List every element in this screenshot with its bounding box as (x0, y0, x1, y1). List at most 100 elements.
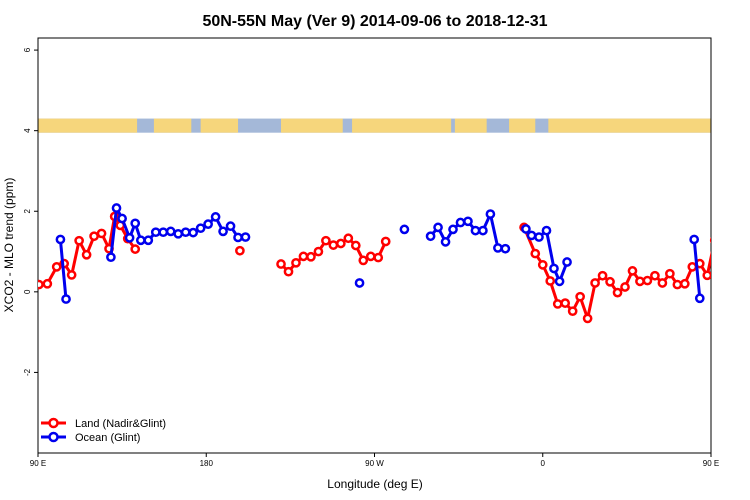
land-point (620, 282, 630, 292)
legend-label-ocean: Ocean (Glint) (75, 432, 140, 444)
x-axis-label: Longitude (deg E) (327, 477, 422, 491)
land-point (530, 248, 541, 259)
ocean-point (493, 243, 503, 253)
ocean-point (433, 222, 443, 233)
ocean-point (541, 225, 552, 236)
ocean-point (225, 221, 236, 232)
land-point (657, 278, 668, 288)
land-point (567, 306, 578, 317)
land-point (38, 279, 44, 290)
ocean-point (485, 209, 496, 219)
ocean-point (526, 230, 537, 241)
land-point (612, 287, 623, 298)
x-tick-label: 90 E (703, 459, 719, 468)
ocean-point (470, 225, 481, 236)
ocean-point (554, 276, 565, 287)
land-point (350, 240, 361, 251)
land-point (741, 245, 748, 252)
land-point (726, 233, 733, 240)
chart-title: 50N-55N May (Ver 9) 2014-09-06 to 2018-1… (202, 13, 547, 30)
x-tick-label: 90 E (30, 459, 46, 468)
land-point (702, 270, 711, 281)
land-point (96, 228, 107, 239)
y-tick-label: 6 (23, 47, 32, 52)
land-point (635, 276, 645, 287)
legend-marker-ocean (48, 431, 59, 443)
ocean-point (173, 228, 184, 239)
land-point (235, 245, 245, 256)
land-point (81, 249, 92, 260)
land-point (709, 237, 711, 244)
land-point (42, 278, 53, 289)
land-point (665, 268, 675, 279)
ocean-point (106, 252, 116, 263)
land-point (597, 270, 608, 281)
land-band-segment (38, 118, 138, 133)
y-tick-label: 4 (23, 128, 32, 133)
ocean-point (534, 232, 544, 242)
land-band-segment (454, 118, 487, 133)
land-point (719, 251, 726, 258)
land-band-segment (153, 118, 192, 133)
land-point (537, 259, 548, 270)
land-point (687, 262, 698, 272)
y-tick-label: -2 (23, 368, 32, 376)
ocean-point (150, 227, 161, 238)
ocean-point (425, 231, 436, 242)
ocean-series-line (747, 208, 750, 257)
land-point (358, 255, 369, 266)
ocean-series-line (58, 239, 68, 300)
ocean-point (354, 278, 365, 288)
land-band-segment (509, 118, 536, 133)
ocean-point (463, 216, 473, 227)
land-point (298, 251, 309, 262)
ocean-point (694, 293, 705, 304)
ocean-point (130, 218, 141, 229)
series-layer (38, 203, 750, 324)
ocean-point (440, 237, 451, 247)
land-point (575, 291, 585, 302)
land-point (545, 276, 556, 286)
ocean-point (61, 294, 71, 304)
land-band-segment (281, 118, 343, 133)
ocean-series-line (692, 239, 702, 299)
x-tick-label: 0 (541, 459, 546, 468)
land-point (130, 244, 141, 254)
land-band-segment (732, 119, 750, 133)
land-point (328, 240, 339, 250)
legend-label-land: Land (Nadir&Glint) (75, 418, 166, 430)
land-point (365, 251, 376, 262)
land-band-segment (352, 118, 452, 133)
land-point (321, 235, 331, 246)
ocean-point (117, 213, 127, 224)
ocean-point (210, 212, 221, 222)
ocean-point (124, 232, 135, 243)
y-tick-label: 2 (23, 208, 32, 213)
land-point (747, 212, 750, 219)
land-ocean-band (38, 118, 750, 133)
ocean-point (743, 253, 750, 260)
legend-marker-land (48, 417, 59, 429)
land-point (373, 252, 384, 263)
land-point (582, 313, 593, 324)
ocean-point (158, 227, 169, 238)
land-point (306, 251, 316, 262)
ocean-point (399, 224, 410, 235)
land-point (66, 270, 77, 280)
land-band-segment (200, 118, 239, 133)
land-point (734, 230, 741, 237)
ocean-point (203, 219, 213, 229)
land-point (679, 278, 690, 289)
ocean-point (500, 243, 511, 254)
ocean-point (455, 217, 466, 228)
ocean-point (478, 225, 488, 236)
ocean-point (448, 224, 458, 235)
ocean-point (240, 232, 251, 242)
ocean-point (521, 224, 531, 234)
ocean-point (689, 234, 700, 245)
ocean-point (549, 263, 559, 274)
land-point (89, 231, 99, 242)
y-axis: -2 0 2 4 6 (23, 47, 38, 376)
y-tick-label: 0 (23, 289, 32, 294)
